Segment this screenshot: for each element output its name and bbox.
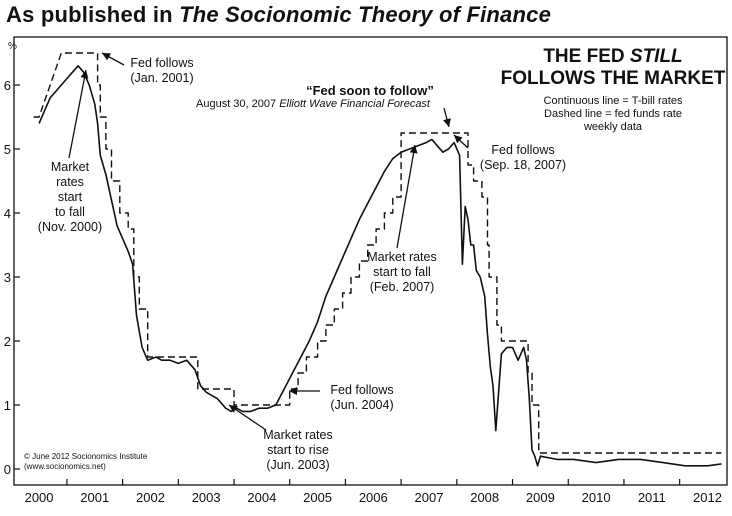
x-tick-label: 2002 — [136, 490, 165, 505]
forecast-quote: “Fed soon to follow” — [306, 83, 434, 98]
y-tick-label: 4 — [4, 206, 11, 221]
y-tick-label: 0 — [4, 462, 11, 477]
y-tick-label: 2 — [4, 334, 11, 349]
y-tick-label: 3 — [4, 270, 11, 285]
legend-dashed: Dashed line = fed funds rate — [544, 108, 682, 120]
chart-title-line1: THE FED STILL — [543, 46, 683, 67]
x-tick-label: 2005 — [303, 490, 332, 505]
y-axis-unit-label: % — [8, 41, 17, 52]
copyright-credit: © June 2012 Socionomics Institute (www.so… — [24, 452, 148, 471]
x-tick-label: 2010 — [582, 490, 611, 505]
y-tick-label: 6 — [4, 78, 11, 93]
x-tick-label: 2003 — [192, 490, 221, 505]
annotation-arrows — [68, 52, 469, 431]
header-prefix: As published in — [6, 2, 180, 27]
legend-continuous: Continuous line = T-bill rates — [543, 95, 683, 107]
x-tick-label: 2006 — [359, 490, 388, 505]
arrow-forecast-quote-head — [443, 118, 451, 127]
x-tick-label: 2009 — [526, 490, 555, 505]
annotation-market-rise-2003: Market rates start to rise (Jun. 2003) — [263, 428, 333, 472]
x-tick-label: 2007 — [415, 490, 444, 505]
annotation-fed-follows-2004: Fed follows (Jun. 2004) — [330, 383, 394, 412]
arrow-fed-follows-2004-head — [289, 387, 297, 395]
series-layer — [33, 52, 722, 467]
arrow-market-fall-2000 — [68, 69, 87, 159]
fed-funds-series-line — [33, 52, 722, 454]
x-axis: 2000 2001 2002 2003 2004 2005 2006 2007 2008 2009… — [25, 479, 722, 505]
chart-title-line2: FOLLOWS THE MARKET — [500, 68, 726, 89]
chart-title-emphasis: STILL — [629, 46, 683, 67]
y-tick-label: 5 — [4, 142, 11, 157]
arrow-market-fall-2007 — [396, 144, 416, 249]
x-tick-label: 2012 — [693, 490, 722, 505]
plot-frame — [13, 36, 728, 486]
t-bill-series-line — [38, 65, 722, 467]
annotation-fed-follows-2001: Fed follows (Jan. 2001) — [130, 56, 194, 85]
forecast-publication: Elliott Wave Financial Forecast — [279, 98, 430, 110]
header-book-title: The Socionomic Theory of Finance — [179, 2, 552, 27]
forecast-source: August 30, 2007 Elliott Wave Financial F… — [172, 97, 454, 112]
arrow-market-rise-2003-head — [229, 405, 238, 413]
chart-title: THE FED STILL FOLLOWS THE MARKET — [500, 46, 726, 90]
forecast-date: August 30, 2007 — [196, 98, 280, 110]
arrow-fed-follows-2007-head — [454, 135, 463, 144]
x-tick-label: 2000 — [25, 490, 54, 505]
annotation-market-fall-2007: Market rates start to fall (Feb. 2007) — [367, 250, 437, 294]
x-tick-label: 2001 — [80, 490, 109, 505]
y-tick-label: 1 — [4, 398, 11, 413]
x-tick-label: 2004 — [247, 490, 276, 505]
arrow-fed-follows-2001-head — [102, 53, 111, 61]
x-tick-label: 2008 — [470, 490, 499, 505]
y-axis: 0 1 2 3 4 5 6% — [4, 41, 20, 477]
publication-header: As published in The Socionomic Theory of… — [6, 2, 551, 28]
annotation-market-fall-2000: Market rates start to fall (Nov. 2000) — [37, 160, 103, 234]
legend-frequency: weekly data — [583, 121, 643, 133]
arrow-market-fall-2000-head — [80, 70, 89, 79]
x-tick-label: 2011 — [638, 490, 666, 505]
annotation-fed-follows-2007: Fed follows (Sep. 18, 2007) — [479, 143, 567, 172]
arrow-market-fall-2007-head — [409, 145, 418, 154]
